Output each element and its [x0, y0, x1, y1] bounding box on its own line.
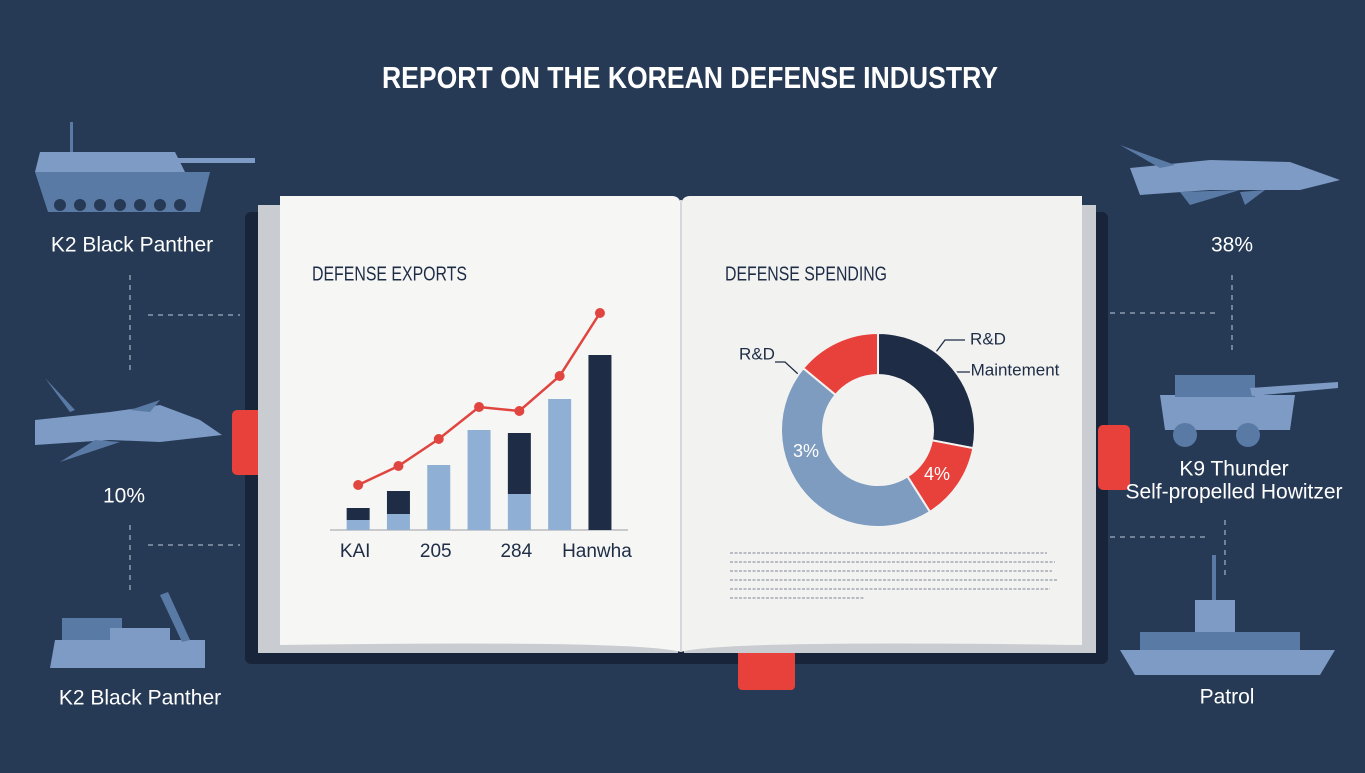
- paragraph-lines: [730, 552, 1057, 599]
- connectors: [129, 275, 1233, 590]
- trend-point: [554, 371, 565, 381]
- side-label: 10%: [103, 485, 145, 508]
- side-label: Patrol: [1200, 686, 1255, 709]
- trend-point: [594, 308, 605, 318]
- trend-point: [353, 480, 364, 490]
- artillery-icon-left: [50, 592, 205, 668]
- side-label: K9 Thunder: [1179, 458, 1288, 481]
- trend-point: [433, 434, 444, 444]
- tank-icon: [35, 122, 255, 212]
- x-tick-label: 284: [500, 541, 532, 562]
- jet-icon-right: [1120, 145, 1340, 205]
- ship-icon: [1120, 555, 1335, 675]
- bar-segment: [386, 514, 410, 530]
- bar-segment: [548, 399, 572, 530]
- bar-segment: [427, 465, 451, 530]
- jet-icon-left: [35, 378, 222, 462]
- side-label: Self-propelled Howitzer: [1125, 481, 1342, 504]
- x-tick-label: KAI: [340, 541, 371, 562]
- side-label: K2 Black Panther: [59, 687, 221, 710]
- x-tick-label: 205: [420, 541, 452, 562]
- donut-segment: [780, 366, 932, 528]
- bar-segment: [588, 355, 612, 530]
- trend-point: [514, 406, 525, 416]
- bar-segment: [386, 491, 410, 514]
- donut-segment: [877, 331, 976, 450]
- bar-segment: [507, 494, 531, 530]
- book: [232, 196, 1130, 690]
- annotation: R&D: [970, 329, 1006, 348]
- bar-segment: [507, 433, 531, 494]
- bar-segment: [346, 508, 370, 520]
- side-label: K2 Black Panther: [51, 234, 213, 257]
- x-tick-label: Hanwha: [562, 541, 632, 562]
- chart-title: DEFENSE SPENDING: [725, 263, 887, 285]
- chart-title: DEFENSE EXPORTS: [312, 263, 467, 285]
- annotation: R&D: [739, 344, 775, 363]
- annotation: Maintement: [971, 360, 1060, 379]
- trend-point: [393, 461, 404, 471]
- annotation: 4%: [924, 464, 950, 484]
- bar-segment: [467, 430, 491, 530]
- page-title: REPORT ON THE KOREAN DEFENSE INDUSTRY: [382, 60, 998, 95]
- donut-segment: [801, 331, 879, 397]
- side-label: 38%: [1211, 234, 1253, 257]
- annotation: 25%: [934, 399, 970, 419]
- bar-segment: [346, 520, 370, 530]
- trend-point: [474, 402, 485, 412]
- annotation: 3%: [793, 441, 819, 461]
- howitzer-icon: [1160, 375, 1338, 447]
